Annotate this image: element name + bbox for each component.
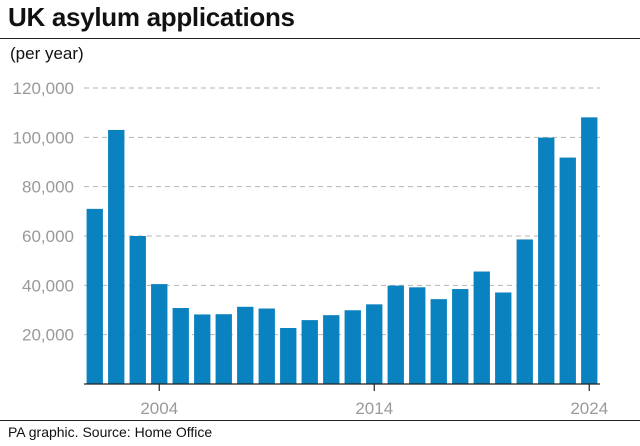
- x-tick-label-2014: 2014: [355, 399, 393, 418]
- bar-2006: [194, 314, 211, 384]
- bar-2020: [495, 292, 512, 384]
- bar-2007: [215, 314, 232, 384]
- bar-2012: [323, 315, 340, 384]
- chart-subtitle: (per year): [10, 44, 84, 63]
- bar-2002: [108, 129, 125, 384]
- chart-title: UK asylum applications: [8, 2, 295, 32]
- bar-2019: [473, 271, 490, 384]
- bar-2004: [151, 284, 168, 384]
- bar-2017: [430, 299, 447, 384]
- x-tick-label-2004: 2004: [140, 399, 178, 418]
- bar-2011: [301, 320, 318, 384]
- y-tick-label: 80,000: [22, 178, 74, 197]
- bar-2008: [237, 306, 254, 384]
- bar-2003: [129, 236, 146, 384]
- bar-2018: [452, 289, 469, 384]
- y-axis-tick-labels: 20,000 40,000 60,000 80,000 100,000 120,000: [13, 79, 74, 345]
- bar-2005: [172, 308, 189, 384]
- bar-2024: [581, 117, 598, 384]
- bar-2009: [258, 308, 275, 384]
- bar-2010: [280, 328, 297, 384]
- bar-2014: [366, 304, 383, 384]
- bar-2021: [516, 239, 533, 384]
- bar-2001: [86, 208, 103, 384]
- x-tick-label-2024: 2024: [570, 399, 608, 418]
- source-credit: PA graphic. Source: Home Office: [8, 424, 213, 440]
- title-divider: [0, 38, 640, 39]
- y-tick-label: 100,000: [13, 128, 74, 147]
- bar-2015: [387, 285, 404, 384]
- gridlines: [84, 87, 600, 336]
- y-tick-label: 20,000: [22, 326, 74, 345]
- x-axis-tick-marks: [158, 384, 590, 391]
- x-axis-tick-labels: 2004 2014 2024: [140, 399, 608, 418]
- bar-2013: [344, 310, 361, 384]
- y-tick-label: 40,000: [22, 276, 74, 295]
- bars: [86, 117, 598, 384]
- bar-2016: [409, 287, 426, 384]
- footer-divider: [0, 420, 640, 421]
- y-tick-label: 60,000: [22, 227, 74, 246]
- bar-2022: [538, 137, 555, 384]
- bar-2023: [559, 157, 576, 384]
- y-tick-label: 120,000: [13, 79, 74, 98]
